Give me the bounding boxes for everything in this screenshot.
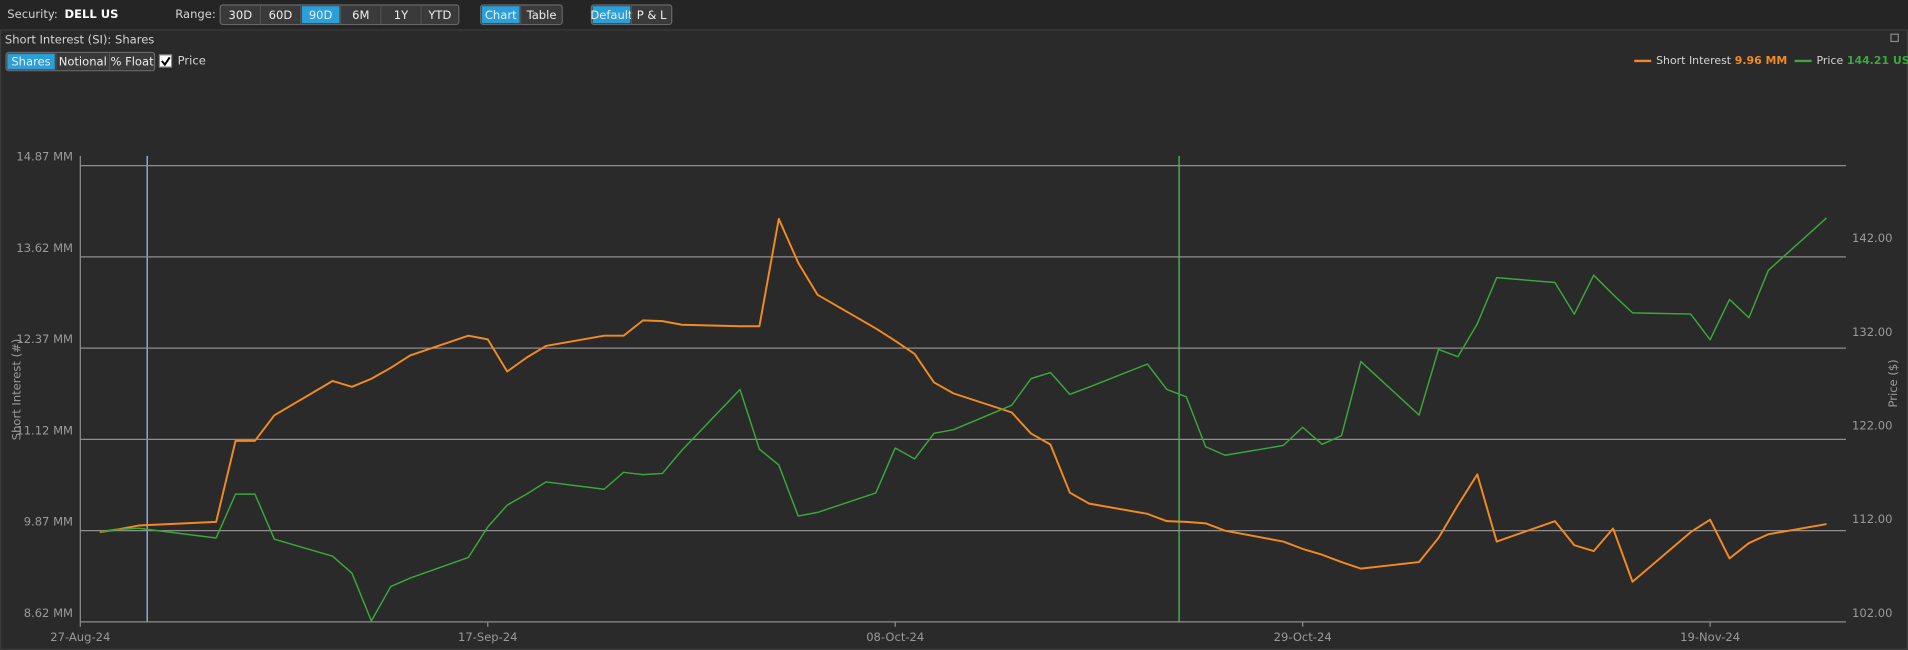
button[interactable] (7, 53, 55, 70)
button-label[interactable]: P & L (637, 8, 667, 22)
y2-tick-label: 112.00 (1852, 512, 1892, 526)
x-tick-label: 29-Oct-24 (1274, 630, 1332, 644)
legend-value: 144.21 USD (1847, 54, 1908, 67)
button[interactable] (632, 6, 671, 24)
button-label[interactable]: YTD (427, 8, 451, 22)
y-tick-label: 9.87 MM (24, 515, 73, 529)
button[interactable] (592, 6, 631, 24)
x-tick-label: 17-Sep-24 (458, 630, 517, 644)
security-label: Security: (7, 7, 57, 21)
checkbox-label[interactable]: Price (178, 53, 206, 67)
restore-icon[interactable] (1890, 33, 1899, 43)
panel-title: Short Interest (SI): Shares (5, 33, 154, 47)
button-label[interactable]: % Float (110, 55, 154, 69)
y-tick-label: 8.62 MM (24, 606, 73, 620)
panel-bg (0, 29, 1908, 650)
y2-axis-title: Price ($) (1886, 359, 1900, 407)
security-value: DELL US (64, 7, 118, 21)
button[interactable] (481, 6, 520, 24)
y-tick-label: 12.37 MM (16, 332, 73, 346)
y-tick-label: 13.62 MM (16, 241, 73, 255)
range-label: Range: (175, 7, 216, 21)
y-tick-label: 11.12 MM (16, 423, 73, 437)
button[interactable] (341, 6, 380, 24)
button-label[interactable]: Default (590, 8, 633, 22)
button[interactable] (301, 6, 340, 24)
y2-tick-label: 142.00 (1852, 231, 1892, 245)
button-label[interactable]: Table (526, 8, 557, 22)
x-tick-label: 27-Aug-24 (50, 630, 110, 644)
button[interactable] (422, 6, 458, 24)
button-label[interactable]: Shares (11, 55, 50, 69)
button-label[interactable]: 6M (352, 8, 369, 22)
button[interactable] (221, 6, 260, 24)
y2-tick-label: 122.00 (1852, 419, 1892, 433)
button[interactable] (261, 6, 300, 24)
button[interactable] (57, 53, 109, 70)
checkmark (161, 56, 171, 67)
legend-label: Price (1817, 54, 1844, 67)
button-label[interactable]: 1Y (394, 8, 409, 22)
y-axis-title: Short Interest (#) (10, 339, 24, 441)
legend-value: 9.96 MM (1735, 54, 1788, 67)
series-line (99, 217, 1827, 583)
legend-label: Short Interest (1656, 54, 1732, 67)
y2-tick-label: 132.00 (1852, 325, 1892, 339)
button-label[interactable]: 30D (229, 8, 253, 22)
button[interactable] (110, 53, 154, 70)
button-label[interactable]: Chart (485, 8, 517, 22)
x-tick-label: 19-Nov-24 (1680, 630, 1740, 644)
series-line (99, 217, 1828, 622)
button[interactable] (382, 6, 420, 24)
y2-tick-label: 102.00 (1852, 606, 1892, 620)
button-label[interactable]: 60D (269, 8, 293, 22)
button-label[interactable]: 90D (309, 8, 333, 22)
button-label[interactable]: Notional (59, 55, 107, 69)
button[interactable] (522, 6, 561, 24)
x-tick-label: 08-Oct-24 (866, 630, 924, 644)
y-tick-label: 14.87 MM (16, 150, 73, 164)
